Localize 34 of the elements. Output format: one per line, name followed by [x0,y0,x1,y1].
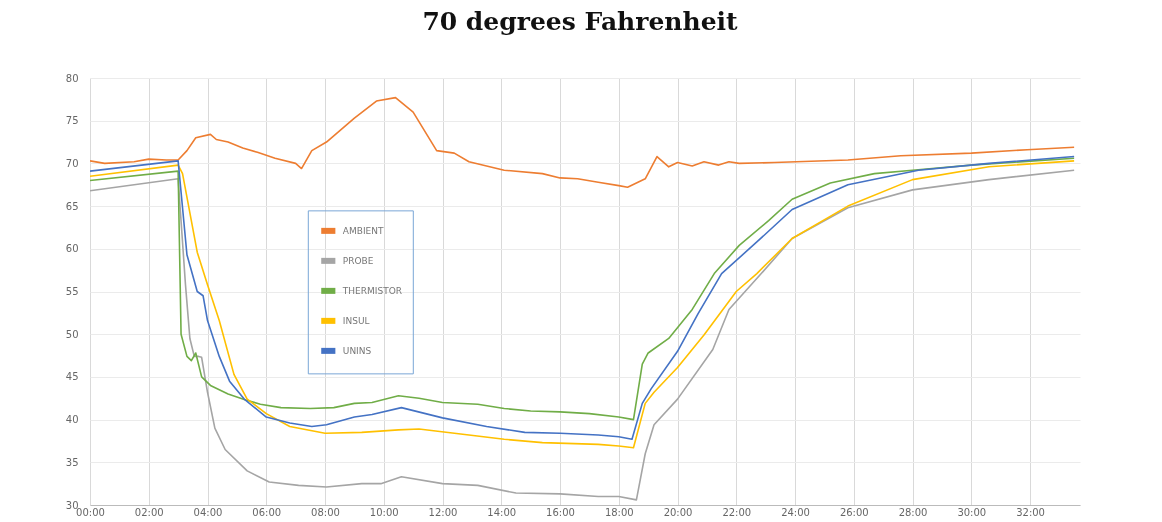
legend-label: AMBIENT [342,225,384,236]
x-tick-label: 02:00 [134,506,164,518]
x-tick-label: 24:00 [781,506,810,518]
y-tick-label: 75 [65,115,79,127]
y-tick-label: 40 [65,414,79,426]
legend-label: INSUL [342,315,370,326]
x-tick-label: 04:00 [193,506,223,518]
y-tick-label: 50 [65,328,79,340]
x-tick-label: 26:00 [839,506,869,518]
y-tick-label: 60 [65,243,79,255]
x-tick-label: 16:00 [546,506,575,518]
y-tick-label: 35 [65,456,79,468]
line-series [90,169,1075,501]
x-tick-label: 14:00 [487,506,517,518]
y-tick-label: 55 [65,286,79,297]
x-tick-label: 20:00 [663,506,693,518]
x-tick-label: 06:00 [252,506,282,518]
y-tick-label: 65 [65,200,79,212]
x-tick-label: 28:00 [898,506,928,518]
x-tick-label: 10:00 [369,506,399,518]
x-tick-label: 12:00 [428,506,458,518]
legend-label: PROBE [342,255,374,266]
x-tick-label: 32:00 [1016,506,1045,518]
legend-label: UNINS [342,345,372,356]
x-tick-label: 22:00 [722,506,752,518]
x-tick-label: 30:00 [957,506,987,518]
line-series [90,96,1075,189]
y-tick-label: 70 [65,157,79,169]
y-tick-label: 80 [65,72,79,84]
legend-label: THERMISTOR [341,285,402,296]
x-tick-label: 18:00 [604,506,634,518]
chart-title: 70 degrees Fahrenheit [422,7,739,36]
x-tick-label: 08:00 [311,506,340,518]
y-tick-label: 45 [65,371,79,383]
